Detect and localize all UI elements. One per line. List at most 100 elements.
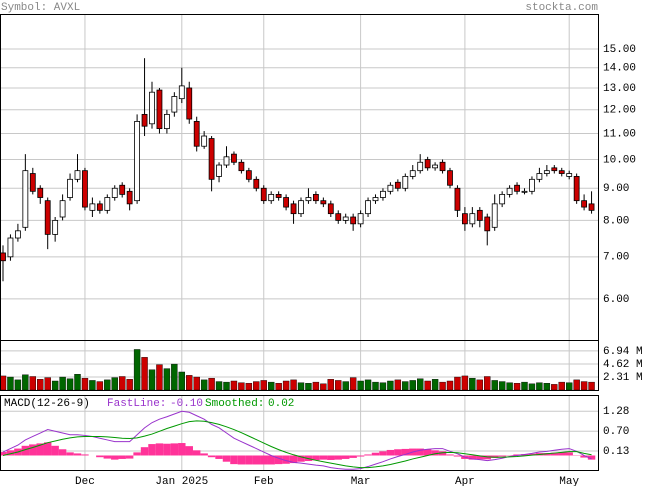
mark-layer [0, 58, 596, 470]
volume-bar [89, 380, 96, 391]
candle-body [417, 161, 424, 172]
volume-bar [379, 382, 387, 391]
volume-bar [238, 382, 245, 391]
macd-histogram-bar [558, 452, 566, 456]
macd-histogram-bar [543, 453, 551, 456]
candle-body [350, 216, 357, 225]
macd-histogram-bar [490, 455, 499, 458]
volume-bar [409, 380, 416, 391]
volume-bar [476, 379, 483, 391]
macd-histogram-bar [468, 455, 477, 460]
macd-histogram-bar [401, 448, 410, 456]
candle-body [461, 213, 468, 225]
candle-body [22, 170, 29, 228]
fastline-name: FastLine: [107, 398, 166, 410]
macd-histogram-bar [51, 445, 59, 456]
volume-bar [484, 376, 491, 391]
macd-histogram-bar [267, 455, 275, 465]
macd-histogram-bar [528, 453, 536, 456]
volume-bar [96, 381, 104, 391]
candle-body [566, 173, 573, 177]
volume-bar [148, 369, 156, 391]
candle-body [551, 167, 558, 172]
source-label: stockta.com [525, 2, 598, 14]
candle-body [201, 135, 208, 147]
candle-body [543, 170, 550, 174]
candle-body [298, 200, 304, 215]
candle-body [499, 193, 506, 205]
candle-body [7, 237, 14, 258]
y-tick-label: 13.00 [603, 83, 636, 95]
macd-histogram-bar [192, 450, 201, 456]
volume-panel-frame [0, 340, 599, 391]
candle-body [536, 173, 543, 180]
candle-body [290, 203, 297, 215]
macd-histogram-bar [513, 454, 521, 456]
candle-body [327, 203, 334, 215]
macd-histogram-bar [200, 453, 208, 456]
volume-bar [104, 379, 111, 391]
volume-bar [498, 381, 506, 391]
macd-histogram-bar [364, 454, 372, 456]
volume-bar [364, 379, 372, 391]
y-tick-label: 0.13 [603, 446, 629, 458]
candle-body [514, 184, 520, 192]
candle-body [558, 170, 565, 174]
volume-bar [186, 375, 193, 391]
volume-bar [513, 383, 521, 391]
candle-body [37, 187, 44, 198]
y-tick-label: 8.00 [603, 215, 629, 227]
y-tick-label: 4.62 M [603, 359, 643, 371]
fastline-value: -0.10 [170, 398, 203, 410]
macd-histogram-bar [222, 455, 231, 462]
macd-histogram-bar [0, 452, 7, 456]
x-tick-label: Feb [254, 476, 274, 486]
volume-bar [44, 377, 51, 391]
macd-histogram-bar [379, 451, 387, 456]
y-tick-label: 6.94 M [603, 346, 643, 358]
y-tick-label: 15.00 [603, 44, 636, 56]
y-tick-label: 1.28 [603, 406, 629, 418]
candle-body [119, 184, 126, 195]
macd-histogram-bar [111, 455, 119, 460]
volume-bar [461, 375, 469, 391]
macd-histogram-bar [580, 455, 588, 458]
macd-histogram-bar [356, 455, 365, 457]
candle-body [74, 170, 81, 180]
volume-bar [543, 383, 551, 391]
volume-bar [208, 377, 215, 391]
volume-bar [14, 379, 22, 391]
candle-body [402, 176, 409, 189]
smoothed-value: 0.02 [268, 398, 294, 410]
macd-line [2, 410, 592, 470]
volume-bar [275, 383, 282, 391]
macd-histogram-bar [148, 444, 156, 456]
volume-bar [349, 377, 357, 391]
candle-body [476, 209, 483, 221]
candle-body [454, 187, 461, 211]
volume-bar [59, 376, 66, 391]
candle-body [312, 193, 319, 202]
candle-body [491, 203, 498, 228]
macd-histogram-bar [274, 455, 283, 465]
y-tick-label: 14.00 [603, 63, 636, 75]
macd-histogram-bar [312, 455, 320, 461]
volume-bar [126, 379, 133, 391]
candle-body [260, 187, 267, 202]
candle-body [104, 197, 111, 211]
macd-histogram-bar [550, 452, 559, 456]
macd-histogram-bar [371, 452, 380, 456]
macd-histogram-bar [297, 455, 305, 462]
volume-bar [402, 381, 409, 391]
candle-body [141, 113, 148, 127]
volume-bar [312, 381, 320, 391]
macd-histogram-bar [416, 448, 424, 456]
volume-bar [342, 381, 349, 391]
macd-histogram-bar [498, 455, 506, 457]
candle-body [238, 161, 245, 172]
macd-histogram-bar [446, 454, 454, 456]
macd-histogram-bar [103, 455, 112, 459]
macd-histogram-bar [245, 455, 253, 465]
candle-body [14, 230, 21, 239]
